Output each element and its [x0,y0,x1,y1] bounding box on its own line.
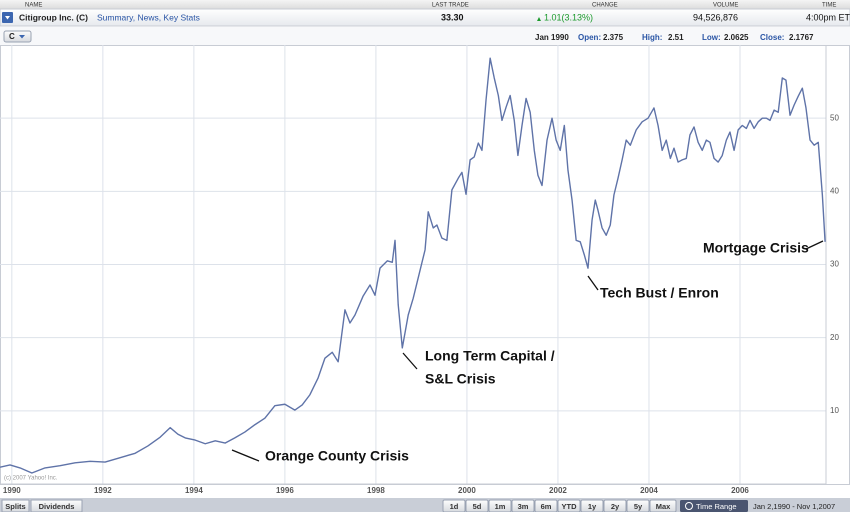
column-header: TIME [822,3,836,9]
symbol-arrow [19,35,25,39]
x-tick-label: 1994 [185,486,203,495]
symbol-button[interactable] [3,30,32,43]
range-label: 3m [518,502,529,511]
annotation: Orange County Crisis [265,448,409,464]
annotation: Long Term Capital / [425,348,555,364]
range-label: YTD [562,502,578,511]
quote-label: Low: [702,33,721,42]
stock-links[interactable]: Summary, News, Key Stats [97,12,200,22]
column-header: NAME [25,3,42,9]
range-label: 6m [541,502,552,511]
range-button[interactable] [557,499,581,512]
quote-value: 2.1767 [789,33,814,42]
header-columns-bg [0,0,850,9]
dropdown-arrow [5,16,10,20]
range-button[interactable] [649,499,677,512]
x-tick-label: 2000 [458,486,476,495]
quote-value: 2.0625 [724,33,749,42]
price-line [0,57,826,474]
range-button[interactable] [603,499,627,512]
annotation: S&L Crisis [425,371,496,387]
quote-label: High: [642,33,662,42]
y-tick-label: 20 [830,333,839,342]
quote-label: Close: [760,33,784,42]
quote-label: Open: [578,33,601,42]
trade-time: 4:00pm ET [806,12,850,22]
stock-name: Citigroup Inc. (C) [19,12,88,22]
range-label: 5d [473,502,482,511]
x-tick-label: 2002 [549,486,567,495]
annotation-leader [231,449,260,462]
range-label: Max [656,502,671,511]
range-button[interactable] [534,499,558,512]
change: 1.01(3.13%) [544,12,593,22]
symbol: C [9,32,15,41]
volume: 94,526,876 [693,12,738,22]
y-tick-label: 40 [830,186,839,195]
time-range-label: Time Range [696,502,737,511]
quote-date: Jan 1990 [535,33,569,42]
x-tick-label: 2004 [640,486,658,495]
range-label: 2y [611,502,620,511]
time-range-icon [685,502,693,510]
y-tick-label: 30 [830,260,839,269]
quote-value: 2.51 [668,33,684,42]
quote-value: 2.375 [603,33,624,42]
range-label: 1m [495,502,506,511]
y-tick-label: 10 [830,406,839,415]
range-label: 1y [588,502,597,511]
range-button[interactable] [442,499,466,512]
last-trade: 33.30 [441,12,464,22]
x-tick-label: 1992 [94,486,112,495]
annotation-leader [587,275,599,291]
range-button[interactable] [511,499,535,512]
tab-label: Dividends [39,502,75,511]
annotation-leader [402,352,418,370]
date-range: Jan 2,1990 - Nov 1,2007 [753,502,835,511]
up-arrow [537,17,541,21]
tab-label: Splits [5,502,25,511]
x-tick-label: 2006 [731,486,749,495]
range-button[interactable] [626,499,650,512]
tab[interactable] [1,499,30,512]
range-button[interactable] [465,499,489,512]
range-button[interactable] [580,499,604,512]
range-button[interactable] [488,499,512,512]
range-label: 1d [450,502,459,511]
column-header: CHANGE [592,3,618,9]
annotation: Mortgage Crisis [703,240,809,256]
x-tick-label: 1996 [276,486,294,495]
copyright: (c) 2007 Yahoo! Inc. [4,476,58,482]
time-range-button[interactable] [680,500,748,512]
column-header: VOLUME [713,3,738,9]
header-row-bg [0,8,850,27]
range-label: 5y [634,502,643,511]
x-tick-label: 1990 [3,486,21,495]
x-axis-bg [0,485,850,498]
x-tick-label: 1998 [367,486,385,495]
y-tick-label: 50 [830,113,839,122]
column-header: LAST TRADE [432,3,469,9]
tab[interactable] [30,499,83,512]
annotation-leader [805,240,824,250]
quote-bar-bg [0,27,850,45]
annotation: Tech Bust / Enron [600,285,719,301]
